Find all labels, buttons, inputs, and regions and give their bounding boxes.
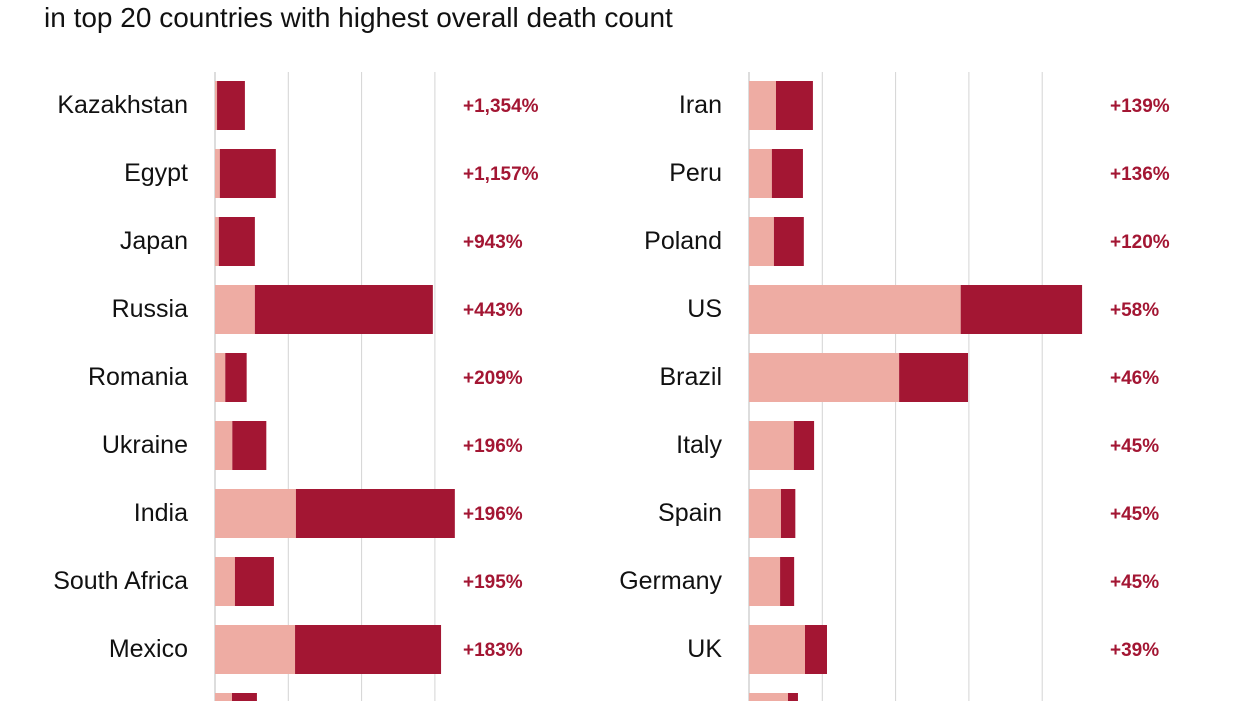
- data-label: +45%: [1110, 504, 1159, 525]
- category-label: Iran: [679, 91, 722, 119]
- bar-before-Peru: [749, 149, 772, 198]
- data-label: +139%: [1110, 96, 1170, 117]
- category-label: South Africa: [53, 567, 188, 595]
- bar-increase-Germany: [780, 557, 795, 606]
- bar-increase-Romania: [225, 353, 247, 402]
- bar-before-Brazil: [749, 353, 900, 402]
- category-label: Peru: [669, 159, 722, 187]
- data-label: +183%: [463, 640, 523, 661]
- category-label: Ukraine: [102, 431, 188, 459]
- category-label: Egypt: [124, 159, 188, 187]
- bar-before-Japan: [215, 217, 219, 266]
- data-label: +196%: [463, 504, 523, 525]
- data-label: +39%: [1110, 640, 1159, 661]
- category-label: Poland: [644, 227, 722, 255]
- data-label: +58%: [1110, 300, 1159, 321]
- bar-increase-South Africa: [234, 557, 274, 606]
- bar-before-Kazakhstan: [215, 81, 218, 130]
- bar-increase-Egypt: [219, 149, 276, 198]
- data-label: +46%: [1110, 368, 1159, 389]
- bar-before-Spain: [749, 489, 781, 538]
- data-label: +45%: [1110, 436, 1159, 457]
- bar-before-Mexico: [215, 625, 296, 674]
- chart-subtitle: in top 20 countries with highest overall…: [44, 2, 673, 33]
- bar-before-Germany: [749, 557, 781, 606]
- bar-increase-US: [960, 285, 1083, 334]
- bar-before-Ukraine: [215, 421, 233, 470]
- data-label: +45%: [1110, 572, 1159, 593]
- bar-increase-Poland: [773, 217, 804, 266]
- bar-before-US: [749, 285, 961, 334]
- bar-increase-Spain: [780, 489, 796, 538]
- category-label: Kazakhstan: [57, 91, 188, 119]
- data-label: +136%: [1110, 164, 1170, 185]
- bar-before-South Africa: [215, 557, 235, 606]
- bar-increase-Italy: [793, 421, 815, 470]
- bar-before-India: [215, 489, 296, 538]
- category-label: India: [134, 499, 188, 527]
- bar-before-Italy: [749, 421, 794, 470]
- bar-increase-Iran: [775, 81, 813, 130]
- bar-before-row: [749, 693, 788, 701]
- data-label: +1,354%: [463, 96, 539, 117]
- bar-increase-row: [232, 693, 257, 701]
- category-label: Russia: [112, 295, 189, 323]
- data-label: +1,157%: [463, 164, 539, 185]
- category-label: Romania: [88, 363, 188, 391]
- bar-before-Romania: [215, 353, 226, 402]
- bar-increase-UK: [805, 625, 827, 674]
- bar-increase-row: [787, 693, 798, 701]
- category-label: Japan: [120, 227, 188, 255]
- bar-before-row: [215, 693, 233, 701]
- bar-increase-Ukraine: [232, 421, 267, 470]
- category-label: Brazil: [659, 363, 722, 391]
- data-label: +443%: [463, 300, 523, 321]
- category-label: Italy: [676, 431, 722, 459]
- bar-before-UK: [749, 625, 806, 674]
- category-label: Mexico: [109, 635, 188, 663]
- bar-increase-Japan: [218, 217, 255, 266]
- category-label: US: [687, 295, 722, 323]
- data-label: +209%: [463, 368, 523, 389]
- bar-increase-Peru: [771, 149, 803, 198]
- data-label: +943%: [463, 232, 523, 253]
- bar-increase-Kazakhstan: [217, 81, 245, 130]
- data-label: +196%: [463, 436, 523, 457]
- data-label: +195%: [463, 572, 523, 593]
- data-label: +120%: [1110, 232, 1170, 253]
- category-label: UK: [687, 635, 722, 663]
- bar-before-Iran: [749, 81, 776, 130]
- bar-before-Poland: [749, 217, 774, 266]
- bar-before-Russia: [215, 285, 255, 334]
- category-label: Spain: [658, 499, 722, 527]
- bar-increase-Brazil: [899, 353, 969, 402]
- bar-increase-Mexico: [295, 625, 442, 674]
- category-label: Germany: [619, 567, 722, 595]
- bar-before-Egypt: [215, 149, 220, 198]
- bar-increase-India: [295, 489, 455, 538]
- bar-increase-Russia: [254, 285, 433, 334]
